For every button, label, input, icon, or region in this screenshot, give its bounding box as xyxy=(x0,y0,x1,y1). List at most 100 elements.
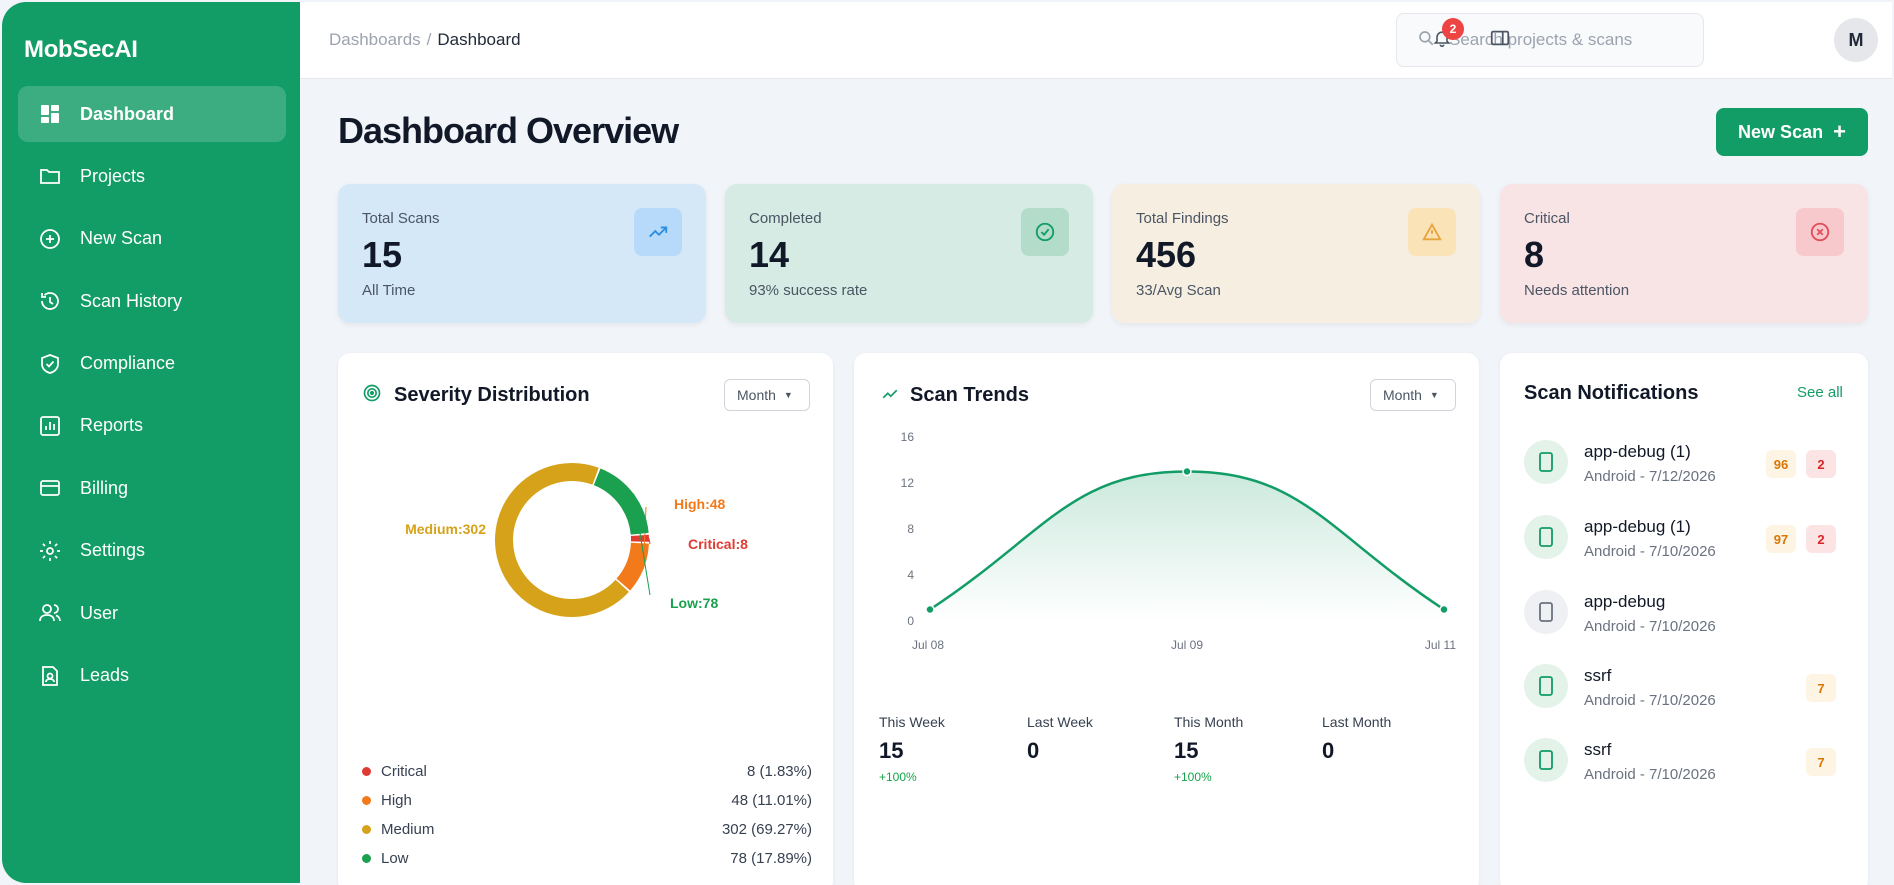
sidebar-item-reports[interactable]: Reports xyxy=(18,398,286,454)
stat-label: Total Scans xyxy=(362,210,440,227)
sidebar-item-label: User xyxy=(80,602,119,623)
gear-icon xyxy=(38,539,62,563)
app-logo[interactable]: MobSecAI xyxy=(24,36,138,63)
notification-name: app-debug (1) xyxy=(1584,442,1691,461)
sidebar-item-label: Billing xyxy=(80,477,129,498)
donut-slice-medium[interactable] xyxy=(495,463,629,617)
legend-dot xyxy=(362,795,371,805)
trend-stat-value: 15 xyxy=(1174,738,1199,763)
dashboard-icon xyxy=(38,102,62,126)
donut-leader-line xyxy=(633,493,651,596)
notification-item[interactable]: app-debug Android - 7/10/2026 xyxy=(1524,580,1844,644)
trend-stat-this-week: This Week 15 +100% xyxy=(879,714,945,784)
trend-stat-label: Last Month xyxy=(1322,714,1392,730)
trend-line-icon xyxy=(880,385,900,408)
donut-slice-high[interactable] xyxy=(616,542,649,591)
credit-card-icon xyxy=(38,476,62,500)
stat-subtext: All Time xyxy=(362,282,416,299)
legend-dot xyxy=(362,853,371,863)
stat-value: 8 xyxy=(1524,234,1545,275)
findings-badge: 97 xyxy=(1766,525,1796,553)
notification-meta: Android - 7/10/2026 xyxy=(1584,766,1716,783)
notification-item[interactable]: app-debug (1) Android - 7/12/2026 96 2 xyxy=(1524,430,1844,494)
sidebar-item-dashboard[interactable]: Dashboard xyxy=(18,86,286,142)
trend-stat-change: +100% xyxy=(1174,770,1212,784)
notification-meta: Android - 7/10/2026 xyxy=(1584,692,1716,709)
plus-icon: + xyxy=(1833,119,1846,144)
scan-trends-chart: 0 4 8 12 16 Jul 08 Jul 09 Jul 11 xyxy=(901,430,1457,652)
notification-meta: Android - 7/12/2026 xyxy=(1584,468,1716,485)
chevron-down-icon: ▼ xyxy=(783,390,793,400)
see-all-link[interactable]: See all xyxy=(1797,384,1843,401)
x-tick-label: Jul 11 xyxy=(1425,638,1456,652)
trend-point[interactable] xyxy=(1182,466,1192,477)
sidebar-item-new-scan[interactable]: New Scan xyxy=(18,211,286,267)
breadcrumb-current: Dashboard xyxy=(437,30,521,49)
legend-row-medium: Medium 302 (69.27%) xyxy=(362,817,812,841)
chevron-down-icon: ▼ xyxy=(1429,390,1439,400)
y-tick-label: 4 xyxy=(907,568,914,582)
legend-value: 8 (1.83%) xyxy=(746,762,812,780)
breadcrumb-parent[interactable]: Dashboards xyxy=(329,30,421,49)
trends-period-value: Month xyxy=(1383,387,1422,403)
donut-slice-low[interactable] xyxy=(593,468,649,535)
notification-name: ssrf xyxy=(1584,740,1612,759)
stat-card-total-findings: Total Findings 456 33/Avg Scan xyxy=(1112,184,1480,323)
notification-item[interactable]: ssrf Android - 7/10/2026 7 xyxy=(1524,728,1844,792)
y-tick-label: 8 xyxy=(907,522,914,536)
y-tick-label: 0 xyxy=(907,614,914,628)
trend-stat-label: This Month xyxy=(1174,714,1244,730)
phone-icon xyxy=(1524,738,1568,782)
sidebar-item-label: Leads xyxy=(80,665,130,686)
stat-label: Completed xyxy=(749,210,822,227)
contact-icon xyxy=(38,664,62,688)
legend-name: Medium xyxy=(381,820,435,838)
new-scan-label: New Scan xyxy=(1738,121,1824,142)
legend-dot xyxy=(362,766,371,776)
history-icon xyxy=(38,289,62,313)
warning-icon xyxy=(1408,208,1456,256)
notification-name: app-debug (1) xyxy=(1584,517,1691,536)
trend-point[interactable] xyxy=(925,604,935,615)
trend-point[interactable] xyxy=(1439,604,1449,615)
notification-button[interactable]: 2 xyxy=(1426,18,1464,56)
trend-up-icon xyxy=(634,208,682,256)
sidebar-item-billing[interactable]: Billing xyxy=(18,460,286,516)
radar-icon xyxy=(362,383,382,408)
sidebar: MobSecAI Dashboard Projects New Scan Sca… xyxy=(2,2,300,883)
sidebar-item-label: New Scan xyxy=(80,228,163,249)
scan-notifications-card: Scan Notifications See all app-debug (1)… xyxy=(1500,353,1868,885)
trend-stat-value: 15 xyxy=(879,738,904,763)
donut-label-high: High:48 xyxy=(674,496,726,512)
stat-card-critical: Critical 8 Needs attention xyxy=(1500,184,1868,323)
sidebar-item-compliance[interactable]: Compliance xyxy=(18,336,286,392)
sidebar-item-label: Dashboard xyxy=(80,103,175,124)
sidebar-item-projects[interactable]: Projects xyxy=(18,148,286,204)
phone-icon xyxy=(1524,515,1568,559)
legend-name: High xyxy=(381,791,412,809)
avatar[interactable]: M xyxy=(1834,18,1878,62)
trend-stat-value: 0 xyxy=(1027,738,1040,763)
severity-period-select[interactable]: Month ▼ xyxy=(724,379,810,411)
trends-period-select[interactable]: Month ▼ xyxy=(1370,379,1456,411)
sidebar-item-leads[interactable]: Leads xyxy=(18,648,286,704)
notification-item[interactable]: app-debug (1) Android - 7/10/2026 97 2 xyxy=(1524,505,1844,569)
critical-badge: 2 xyxy=(1806,525,1836,553)
notification-meta: Android - 7/10/2026 xyxy=(1584,543,1716,560)
critical-badge: 2 xyxy=(1806,450,1836,478)
notification-item[interactable]: ssrf Android - 7/10/2026 7 xyxy=(1524,654,1844,718)
panel-toggle-button[interactable] xyxy=(1484,24,1516,56)
findings-badge: 96 xyxy=(1766,450,1796,478)
severity-period-value: Month xyxy=(737,387,776,403)
users-icon xyxy=(38,601,62,625)
legend-row-low: Low 78 (17.89%) xyxy=(362,846,812,870)
sidebar-item-user[interactable]: User xyxy=(18,585,286,641)
x-tick-label: Jul 08 xyxy=(912,638,944,652)
sidebar-item-scan-history[interactable]: Scan History xyxy=(18,273,286,329)
trend-stat-last-week: Last Week 0 xyxy=(1027,714,1093,770)
top-bar: Dashboards / Dashboard 2 M xyxy=(300,2,1892,79)
page-title: Dashboard Overview xyxy=(338,110,679,151)
new-scan-button[interactable]: New Scan + xyxy=(1716,108,1868,156)
sidebar-item-settings[interactable]: Settings xyxy=(18,523,286,579)
findings-badge: 7 xyxy=(1806,748,1836,776)
